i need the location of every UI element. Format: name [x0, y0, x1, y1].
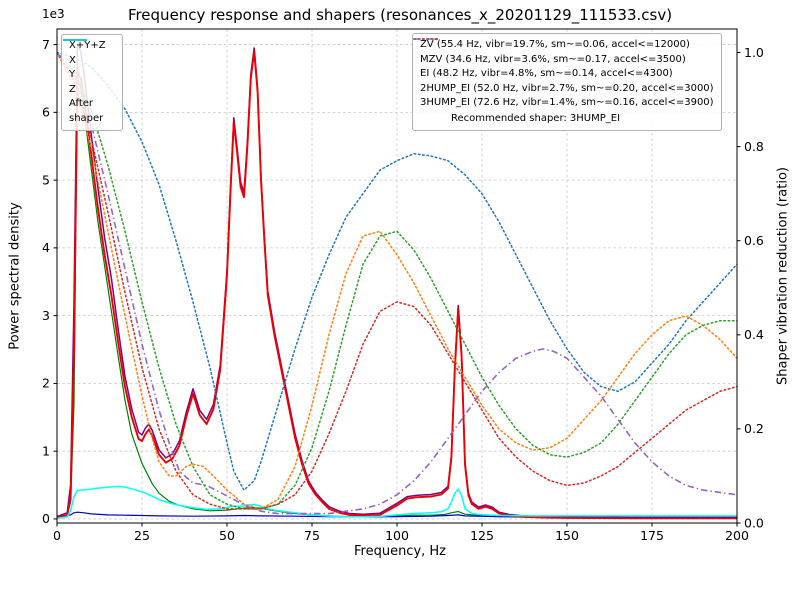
- legend-label: ZV (55.4 Hz, vibr=19.7%, sm~=0.06, accel…: [420, 39, 690, 50]
- legend-label: Y: [69, 69, 76, 80]
- legend-item-after-shaper: After shaper: [63, 39, 115, 126]
- legend-item-ei: EI (48.2 Hz, vibr=4.8%, sm~=0.14, accel<…: [413, 38, 714, 82]
- legend-item-zv: ZV (55.4 Hz, vibr=19.7%, sm~=0.06, accel…: [413, 38, 714, 53]
- svg-text:175: 175: [640, 528, 664, 543]
- svg-text:3: 3: [42, 308, 50, 323]
- legend-label: 3HUMP_EI (72.6 Hz, vibr=1.4%, sm~=0.16, …: [420, 97, 714, 108]
- svg-text:0.0: 0.0: [744, 515, 764, 530]
- svg-text:1.0: 1.0: [744, 45, 764, 60]
- legend-item-z: Z: [63, 39, 115, 98]
- y-axis-offset-text: 1e3: [42, 7, 65, 21]
- tick-labels: 0 25 50 75 100 125 150 175 200 0 1 2 3 4 5 6 7 0.0 0.2 0.4 0…: [42, 37, 764, 543]
- svg-text:50: 50: [219, 528, 235, 543]
- legend-right: ZV (55.4 Hz, vibr=19.7%, sm~=0.06, accel…: [412, 33, 722, 131]
- legend-item-x: X: [63, 39, 115, 69]
- legend-label: 2HUMP_EI (52.0 Hz, vibr=2.7%, sm~=0.20, …: [420, 82, 714, 94]
- svg-text:2: 2: [42, 376, 50, 391]
- y-axis-right-label: Shaper vibration reduction (ratio): [775, 167, 791, 385]
- svg-text:6: 6: [42, 105, 50, 120]
- legend-left: X+Y+Z X Y Z After shaper: [61, 34, 123, 131]
- svg-text:0.2: 0.2: [744, 421, 764, 436]
- svg-text:4: 4: [42, 240, 50, 255]
- chart-title: Frequency response and shapers (resonanc…: [127, 6, 673, 24]
- y-axis-left-label: Power spectral density: [7, 202, 23, 350]
- series-3hump_ei: [57, 52, 737, 515]
- series-after-shaper: [57, 485, 737, 520]
- svg-text:0: 0: [53, 528, 61, 543]
- svg-text:150: 150: [555, 528, 579, 543]
- legend-swatch-after-shaper: [63, 39, 87, 41]
- legend-label: EI (48.2 Hz, vibr=4.8%, sm~=0.14, accel<…: [420, 68, 673, 79]
- legend-item-y: Y: [63, 39, 115, 83]
- legend-item-2hump_ei: 2HUMP_EI (52.0 Hz, vibr=2.7%, sm~=0.20, …: [413, 38, 714, 97]
- recommended-shaper-note: Recommended shaper: 3HUMP_EI: [451, 112, 621, 124]
- svg-text:0.6: 0.6: [744, 233, 764, 248]
- legend-label: After shaper: [69, 98, 104, 124]
- x-axis-label: Frequency, Hz: [353, 544, 447, 559]
- series-x: [57, 50, 737, 520]
- svg-text:0.8: 0.8: [744, 139, 764, 154]
- legend-label: X: [69, 54, 76, 66]
- legend-label: Z: [69, 83, 76, 95]
- series-zv: [57, 51, 737, 491]
- svg-text:25: 25: [134, 528, 150, 543]
- legend-swatch-3hump_ei: [414, 38, 438, 40]
- series-group: [57, 43, 737, 520]
- series-2hump_ei: [57, 51, 737, 510]
- svg-text:7: 7: [42, 37, 50, 52]
- svg-text:0.4: 0.4: [744, 327, 764, 342]
- svg-text:0: 0: [42, 511, 50, 526]
- svg-text:200: 200: [725, 528, 749, 543]
- legend-label: MZV (34.6 Hz, vibr=3.6%, sm~=0.17, accel…: [420, 53, 686, 65]
- svg-text:75: 75: [304, 528, 320, 543]
- series-z: [57, 511, 737, 518]
- svg-text:125: 125: [470, 528, 494, 543]
- svg-text:1: 1: [42, 443, 50, 458]
- svg-text:100: 100: [385, 528, 409, 543]
- legend-item-mzv: MZV (34.6 Hz, vibr=3.6%, sm~=0.17, accel…: [413, 38, 714, 68]
- svg-text:5: 5: [42, 172, 50, 187]
- tick-marks: [53, 44, 741, 527]
- legend-item-3hump_ei: 3HUMP_EI (72.6 Hz, vibr=1.4%, sm~=0.16, …: [414, 38, 714, 111]
- series-ei: [57, 51, 737, 510]
- legend-label: X+Y+Z: [69, 40, 106, 51]
